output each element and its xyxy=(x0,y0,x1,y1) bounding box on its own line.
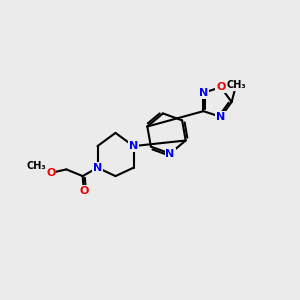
Text: O: O xyxy=(46,168,56,178)
Text: N: N xyxy=(165,148,175,159)
Text: CH₃: CH₃ xyxy=(27,161,46,171)
Text: N: N xyxy=(199,88,208,98)
Text: N: N xyxy=(93,163,102,173)
Text: CH₃: CH₃ xyxy=(226,80,246,90)
Text: N: N xyxy=(129,141,138,151)
Text: N: N xyxy=(216,112,225,122)
Text: O: O xyxy=(79,186,88,196)
Text: O: O xyxy=(216,82,226,92)
